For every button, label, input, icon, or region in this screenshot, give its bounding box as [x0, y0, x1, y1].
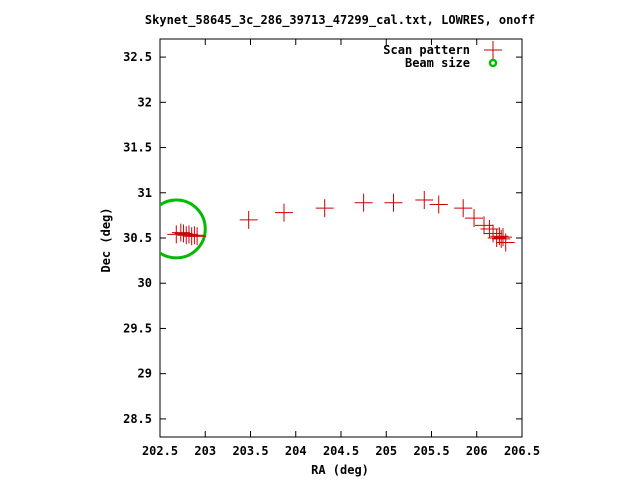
- plot-frame: [159, 38, 523, 438]
- y-axis: 28.5 29 29.5 30 30.5 31 31.5 32 32.5: [123, 50, 522, 426]
- scan-point: [174, 224, 193, 243]
- scan-point: [274, 203, 293, 222]
- y-axis-label: Dec (deg): [99, 207, 113, 272]
- scan-point: [429, 195, 448, 214]
- y-tick-label: 31.5: [123, 141, 152, 155]
- y-tick-label: 31: [138, 186, 152, 200]
- scan-pattern-series: [167, 191, 515, 252]
- x-tick-label: 205: [375, 444, 397, 458]
- scan-point: [188, 227, 207, 246]
- scan-point: [315, 199, 334, 218]
- y-tick-label: 29.5: [123, 321, 152, 335]
- y-tick-label: 29: [138, 367, 152, 381]
- scan-point: [496, 233, 515, 252]
- plot-border: [159, 38, 523, 438]
- x-tick-label: 203: [194, 444, 216, 458]
- legend-marker-beam: [488, 58, 498, 68]
- scan-point: [384, 193, 403, 212]
- scan-point: [480, 219, 499, 238]
- x-tick-label: 204: [285, 444, 307, 458]
- scan-point: [171, 223, 190, 242]
- y-tick-label: 28.5: [123, 412, 152, 426]
- x-axis-label: RA (deg): [311, 463, 369, 477]
- scan-point: [454, 199, 473, 218]
- scan-point: [179, 225, 198, 244]
- y-tick-label: 30: [138, 276, 152, 290]
- scan-point: [465, 209, 484, 228]
- x-tick-label: 204.5: [323, 444, 359, 458]
- scan-point: [493, 228, 512, 247]
- chart-title: Skynet_58645_3c_286_39713_47299_cal.txt,…: [145, 13, 535, 28]
- y-tick-label: 32.5: [123, 50, 152, 64]
- x-tick-label: 203.5: [232, 444, 268, 458]
- legend: Scan pattern Beam size: [383, 41, 502, 70]
- scan-point: [185, 226, 204, 245]
- scan-point: [239, 210, 258, 229]
- legend-label-beam-size: Beam size: [405, 56, 470, 70]
- scan-point: [415, 191, 434, 210]
- y-tick-label: 30.5: [123, 231, 152, 245]
- beam-circle: [160, 198, 207, 260]
- x-tick-label: 206: [466, 444, 488, 458]
- legend-label-scan-pattern: Scan pattern: [383, 43, 470, 57]
- scan-point: [474, 216, 493, 235]
- x-axis: 202.5 203 203.5 204 204.5 205 205.5 206 206.5: [142, 39, 540, 458]
- beam-size-series: [160, 198, 207, 260]
- x-tick-label: 202.5: [142, 444, 178, 458]
- scan-point: [354, 193, 373, 212]
- x-tick-label: 205.5: [413, 444, 449, 458]
- y-tick-label: 32: [138, 95, 152, 109]
- x-tick-label: 206.5: [504, 444, 540, 458]
- scan-point: [492, 229, 511, 248]
